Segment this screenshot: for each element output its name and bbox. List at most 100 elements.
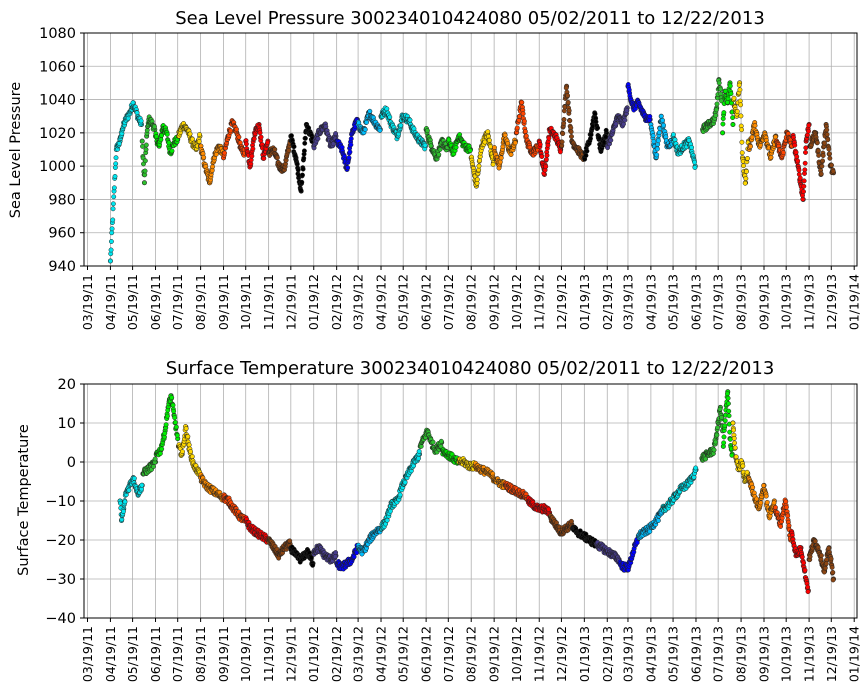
pressure-data-point xyxy=(492,145,497,151)
pressure-data-point xyxy=(453,144,459,150)
pressure-data-point xyxy=(814,140,820,146)
pressure-data-point xyxy=(108,247,114,253)
temperature-x-tick-label: 03/19/11 xyxy=(80,626,95,682)
pressure-data-point xyxy=(829,162,834,168)
temperature-data-point xyxy=(805,584,811,590)
temperature-data-point xyxy=(131,475,137,481)
pressure-data-point xyxy=(243,141,249,147)
pressure-data-point xyxy=(827,151,832,157)
pressure-data-point xyxy=(498,155,504,161)
temperature-x-tick-label: 08/19/12 xyxy=(464,626,479,682)
pressure-data-point xyxy=(560,131,566,137)
pressure-data-point xyxy=(164,131,170,137)
pressure-data-point xyxy=(716,80,722,86)
temperature-chart-title: Surface Temperature 300234010424080 05/0… xyxy=(166,358,775,379)
pressure-data-point xyxy=(624,108,630,114)
temperature-data-point xyxy=(750,484,756,490)
pressure-data-point xyxy=(222,150,228,156)
temperature-data-point xyxy=(152,456,158,462)
temperature-y-tick-label: 10 xyxy=(58,416,76,432)
pressure-data-point xyxy=(596,135,602,141)
temperature-data-point xyxy=(171,408,177,414)
pressure-x-tick-label: 06/19/11 xyxy=(148,274,163,330)
pressure-data-point xyxy=(476,163,482,169)
pressure-data-point xyxy=(377,127,383,133)
pressure-data-point xyxy=(713,112,719,118)
temperature-x-tick-label: 12/19/13 xyxy=(824,626,839,682)
temperature-y-tick-label: 0 xyxy=(67,455,76,471)
pressure-data-point xyxy=(692,159,698,165)
pressure-data-point xyxy=(497,159,503,165)
pressure-panel: Sea Level Pressure 300234010424080 05/02… xyxy=(8,8,862,330)
temperature-x-tick-label: 02/19/12 xyxy=(329,626,344,682)
pressure-data-point xyxy=(436,152,442,157)
pressure-data-point xyxy=(482,139,488,145)
temperature-data-point xyxy=(824,557,830,563)
pressure-x-tick-label: 04/19/13 xyxy=(643,274,658,330)
pressure-series xyxy=(536,125,564,177)
pressure-x-tick-label: 11/19/11 xyxy=(261,274,276,330)
temperature-data-point xyxy=(732,440,738,446)
pressure-data-point xyxy=(566,108,572,114)
temperature-data-point xyxy=(174,432,180,438)
pressure-data-point xyxy=(197,132,202,137)
pressure-data-point xyxy=(792,142,798,148)
pressure-data-point xyxy=(201,154,207,160)
temperature-x-tick-label: 07/19/11 xyxy=(170,626,185,682)
temperature-data-point xyxy=(162,430,168,436)
pressure-x-tick-label: 07/19/11 xyxy=(170,274,185,330)
pressure-data-point xyxy=(559,139,565,145)
pressure-series xyxy=(648,113,675,161)
temperature-x-tick-label: 10/19/13 xyxy=(779,626,794,682)
pressure-data-point xyxy=(583,153,589,158)
pressure-x-tick-label: 05/19/11 xyxy=(125,274,140,330)
pressure-data-point xyxy=(517,114,523,119)
pressure-x-tick-label: 09/19/12 xyxy=(487,274,502,330)
temperature-y-tick-label: −20 xyxy=(45,533,76,549)
temperature-data-point xyxy=(287,538,293,544)
pressure-data-point xyxy=(234,126,239,132)
pressure-data-point xyxy=(780,150,786,156)
pressure-y-tick-label: 1000 xyxy=(39,159,76,175)
pressure-data-point xyxy=(801,189,806,195)
pressure-data-point xyxy=(213,151,219,157)
pressure-data-point xyxy=(650,133,656,139)
pressure-data-point xyxy=(796,167,802,173)
pressure-data-point xyxy=(605,145,611,151)
temperature-data-point xyxy=(568,518,574,524)
temperature-data-point xyxy=(384,517,390,523)
temperature-data-point xyxy=(416,455,421,461)
pressure-data-point xyxy=(364,119,370,125)
temperature-data-point xyxy=(758,500,764,506)
pressure-data-point xyxy=(622,117,628,123)
pressure-data-point xyxy=(407,117,413,123)
temperature-data-point xyxy=(830,569,836,575)
temperature-x-ticks: 03/19/11 04/19/11 05/19/11 06/19/11 07/19/11… xyxy=(80,618,862,682)
pressure-data-point xyxy=(660,117,665,123)
temperature-series xyxy=(198,472,226,503)
pressure-data-point xyxy=(300,172,305,178)
pressure-data-point xyxy=(802,160,808,166)
temperature-series xyxy=(745,475,777,521)
pressure-data-point xyxy=(315,136,321,142)
pressure-data-point xyxy=(739,139,745,145)
temperature-data-point xyxy=(655,518,661,524)
pressure-data-point xyxy=(739,150,745,156)
pressure-data-point xyxy=(113,161,119,167)
pressure-series xyxy=(107,100,144,264)
temperature-data-point xyxy=(731,435,737,441)
pressure-data-point xyxy=(187,131,193,137)
pressure-data-point xyxy=(301,155,307,161)
temperature-series xyxy=(355,525,383,557)
pressure-data-point xyxy=(251,136,257,142)
temperature-data-point xyxy=(180,449,185,455)
temperature-data-point xyxy=(786,523,792,529)
pressure-y-tick-label: 1020 xyxy=(39,126,76,142)
pressure-data-point xyxy=(520,111,526,117)
pressure-data-point xyxy=(514,125,520,131)
pressure-data-point xyxy=(655,138,661,144)
pressure-series xyxy=(491,131,519,171)
temperature-series xyxy=(617,536,641,573)
pressure-series xyxy=(198,143,226,186)
pressure-data-point xyxy=(721,110,727,115)
